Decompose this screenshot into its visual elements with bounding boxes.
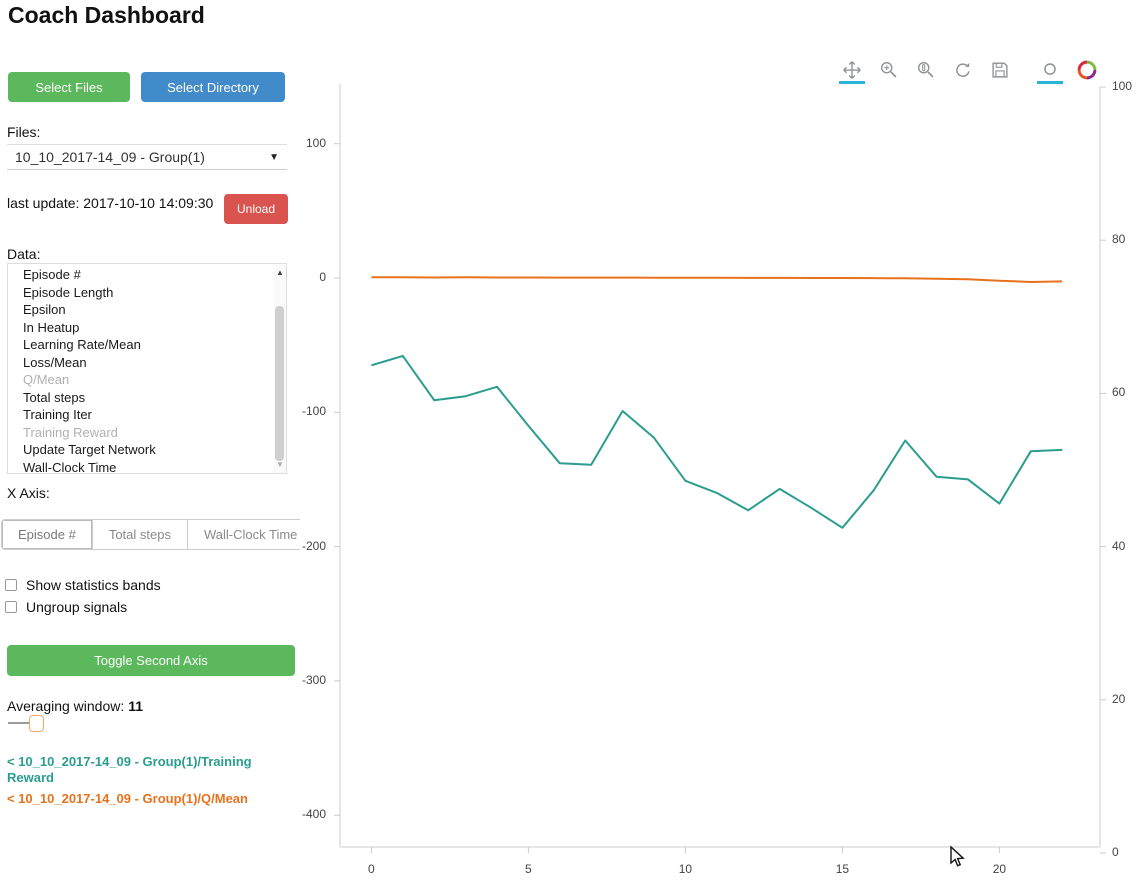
bokeh-logo[interactable] <box>1074 58 1100 84</box>
data-list-item[interactable]: Episode # <box>23 267 81 282</box>
data-list-item[interactable]: Q/Mean <box>23 372 70 387</box>
legend-entry[interactable]: < 10_10_2017-14_09 - Group(1)/Training R… <box>7 754 252 785</box>
data-list-item[interactable]: Loss/Mean <box>23 354 87 370</box>
toggle-second-axis-button[interactable]: Toggle Second Axis <box>7 645 295 676</box>
checkbox-label: Show statistics bands <box>26 577 161 593</box>
right-axis-tick-label: 40 <box>1112 538 1126 553</box>
last-update-label: last update: 2017-10-10 14:09:30 <box>7 195 214 211</box>
checkbox-group: Show statistics bands Ungroup signals <box>5 574 161 618</box>
averaging-window-value: 11 <box>128 698 144 714</box>
unload-button[interactable]: Unload <box>224 194 288 224</box>
x-axis-option-episode-[interactable]: Episode # <box>2 520 93 549</box>
chevron-down-icon: ▼ <box>269 151 279 163</box>
right-axis-tick-label: 20 <box>1112 691 1126 706</box>
left-axis-tick-label: -300 <box>301 672 326 687</box>
hover-tool-icon[interactable] <box>1037 58 1063 84</box>
data-list-item[interactable]: Epsilon <box>23 302 66 317</box>
data-list: Episode # Episode Length Epsilon In Heatup L… <box>8 266 274 474</box>
scroll-down-icon[interactable]: ▼ <box>276 460 284 469</box>
averaging-window-slider-handle[interactable] <box>29 715 44 732</box>
files-select[interactable]: 10_10_2017-14_09 - Group(1) ▼ <box>7 144 287 170</box>
checkbox-row[interactable]: Show statistics bands <box>5 574 161 596</box>
checkbox-label: Ungroup signals <box>26 599 128 615</box>
scrollbar-thumb[interactable] <box>275 306 284 461</box>
listbox-scrollbar[interactable]: ▲ ▼ <box>274 264 286 473</box>
select-directory-button[interactable]: Select Directory <box>141 72 285 102</box>
left-axis-tick-label: -200 <box>301 538 326 553</box>
averaging-window-row: Averaging window: 11 <box>7 698 143 714</box>
wheel-zoom-tool-icon[interactable] <box>913 58 939 84</box>
series-line-10-10-2017-14-09-group-1-q-mean <box>371 276 1063 283</box>
series-legend: < 10_10_2017-14_09 - Group(1)/Training R… <box>7 754 297 813</box>
files-label: Files: <box>7 124 41 140</box>
data-listbox[interactable]: Episode # Episode Length Epsilon In Heatup L… <box>7 263 287 474</box>
plot-canvas[interactable] <box>300 0 1142 881</box>
plot-toolbar <box>828 58 1100 84</box>
series-line-10-10-2017-14-09-group-1-training-reward <box>371 354 1063 529</box>
legend-entry[interactable]: < 10_10_2017-14_09 - Group(1)/Q/Mean <box>7 791 248 806</box>
left-axis-tick-label: 100 <box>305 135 326 150</box>
data-list-item[interactable]: Total steps <box>23 389 86 405</box>
x-axis-tick-label: 15 <box>835 862 850 876</box>
data-list-item[interactable]: In Heatup <box>23 319 80 335</box>
page-title: Coach Dashboard <box>8 2 205 28</box>
box-zoom-tool-icon[interactable] <box>876 58 902 84</box>
checkbox-icon[interactable] <box>5 579 17 591</box>
data-list-item[interactable]: Wall-Clock Time <box>23 459 117 474</box>
x-axis-tick-label: 5 <box>525 862 532 876</box>
right-axis-tick-label: 100 <box>1112 79 1133 93</box>
data-list-item[interactable]: Training Reward <box>23 424 118 440</box>
x-axis-label: X Axis: <box>7 485 50 501</box>
x-axis-tick-label: 10 <box>678 862 693 876</box>
scroll-up-icon[interactable]: ▲ <box>276 268 284 277</box>
checkbox-icon[interactable] <box>5 601 17 613</box>
x-axis-tick-label: 20 <box>992 862 1007 876</box>
data-list-item[interactable]: Training Iter <box>23 407 92 422</box>
averaging-window-label: Averaging window: <box>7 698 125 714</box>
right-axis-tick-label: 0 <box>1112 845 1119 859</box>
data-list-item[interactable]: Learning Rate/Mean <box>23 337 141 352</box>
checkbox-row[interactable]: Ungroup signals <box>5 596 161 618</box>
sidebar: Coach Dashboard Select Files Select Dire… <box>0 0 315 881</box>
data-label: Data: <box>7 246 41 262</box>
x-axis-option-total-steps[interactable]: Total steps <box>92 520 188 549</box>
x-axis-tick-label: 0 <box>368 862 375 876</box>
reset-tool-icon[interactable] <box>950 58 976 84</box>
right-axis-tick-label: 80 <box>1112 232 1126 247</box>
data-list-item[interactable]: Episode Length <box>23 284 114 300</box>
left-axis-tick-label: -400 <box>301 807 326 822</box>
x-axis-option-group: Episode # Total steps Wall-Clock Time <box>1 519 315 550</box>
files-select-value: 10_10_2017-14_09 - Group(1) <box>15 149 205 165</box>
left-axis-tick-label: -100 <box>301 404 326 419</box>
save-tool-icon[interactable] <box>987 58 1013 84</box>
left-axis-tick-label: 0 <box>319 270 326 284</box>
data-list-item[interactable]: Update Target Network <box>23 442 156 457</box>
right-axis-tick-label: 60 <box>1112 385 1126 400</box>
averaging-window-slider-track[interactable] <box>8 722 30 724</box>
select-files-button[interactable]: Select Files <box>8 72 130 102</box>
pan-tool-icon[interactable] <box>839 58 865 84</box>
chart-area: 100 0 -100 -200 -300 -400 100 80 60 40 20 0 0 5 10 15 20 <box>300 0 1142 881</box>
x-axis-option-wall-clock-time[interactable]: Wall-Clock Time <box>187 520 314 549</box>
